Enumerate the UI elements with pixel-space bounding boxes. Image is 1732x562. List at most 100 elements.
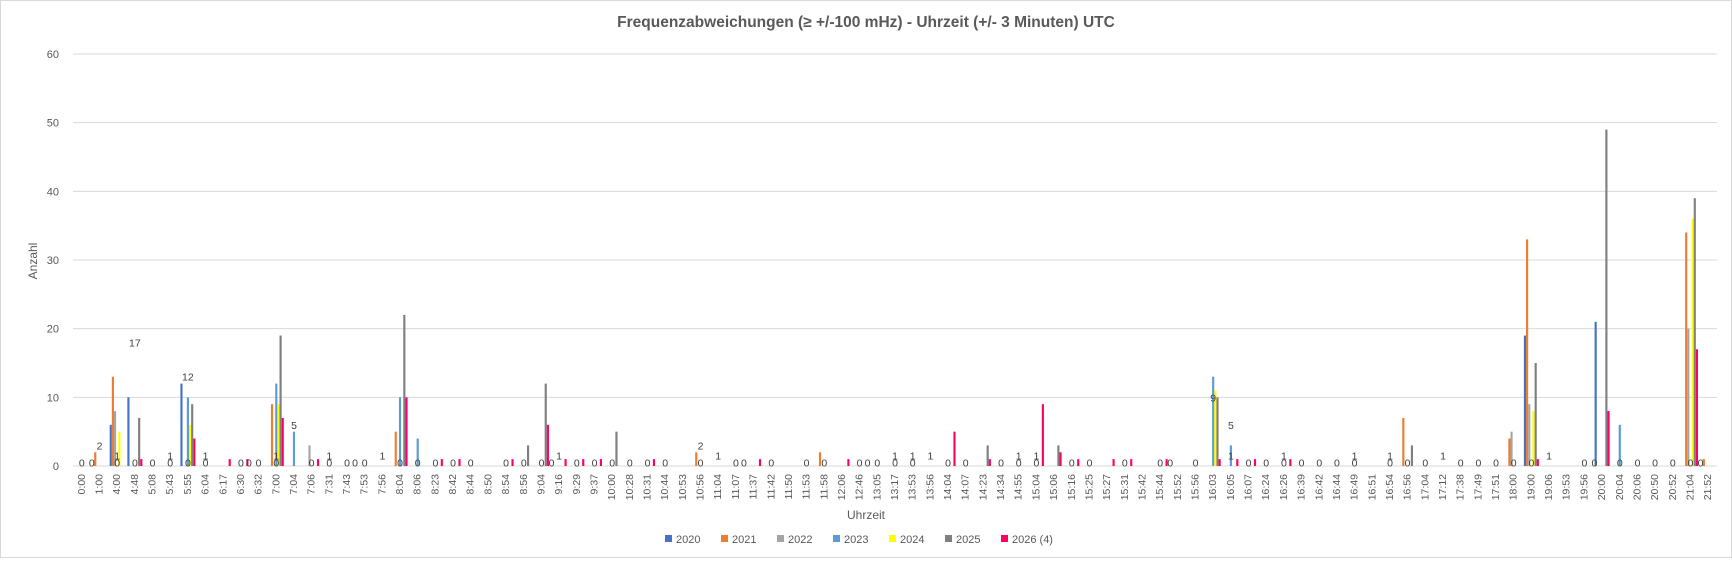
bar: [1618, 424, 1621, 466]
x-tick-label: 6:32: [253, 474, 265, 495]
data-label: 0: [1352, 458, 1358, 470]
bar: [394, 431, 397, 466]
x-tick-label: 14:07: [960, 474, 972, 500]
bar: [1218, 459, 1221, 466]
legend-swatch: [945, 535, 952, 542]
gridlines: [73, 53, 1717, 467]
bar: [1536, 459, 1539, 466]
data-label: 0: [150, 458, 156, 470]
data-label: 1: [379, 451, 385, 463]
x-tick-label: 15:44: [1154, 474, 1166, 500]
data-label: 1: [1440, 451, 1446, 463]
bar: [398, 397, 402, 466]
bar: [1236, 459, 1239, 466]
bar: [94, 452, 97, 466]
data-label: 1: [892, 451, 898, 463]
chart-title: Frequenzabweichungen (≥ +/-100 mHz) - Uh…: [617, 14, 1115, 31]
bar: [564, 459, 567, 466]
x-tick-label: 9:04: [536, 474, 548, 495]
bar: [544, 383, 547, 466]
x-tick-label: 16:07: [1243, 474, 1255, 500]
x-tick-label: 14:55: [1013, 474, 1025, 500]
data-label: 0: [1334, 458, 1340, 470]
data-label: 0: [549, 458, 555, 470]
x-tick-label: 16:49: [1349, 474, 1361, 500]
legend-swatch: [889, 535, 896, 542]
y-axis-title: Anzahl: [26, 243, 40, 280]
bar: [1534, 363, 1537, 466]
bar: [1077, 459, 1080, 466]
data-label: 1: [1033, 451, 1039, 463]
data-label: 0: [1581, 458, 1587, 470]
x-tick-label: 19:56: [1578, 474, 1590, 500]
data-label: 0: [79, 458, 85, 470]
x-tick-label: 8:56: [518, 474, 530, 495]
x-tick-label: 8:42: [447, 474, 459, 495]
data-label: 0: [362, 458, 368, 470]
bar: [1691, 218, 1694, 466]
data-label: 0: [1246, 458, 1252, 470]
data-label: 0: [627, 458, 633, 470]
bar: [140, 459, 143, 466]
legend-swatch: [665, 535, 672, 542]
bar: [228, 459, 231, 466]
bar: [1526, 239, 1529, 466]
bar: [615, 431, 618, 466]
x-tick-label: 17:51: [1490, 474, 1502, 500]
bar: [1253, 459, 1257, 466]
bar: [599, 459, 602, 466]
x-tick-label: 17:04: [1419, 474, 1431, 500]
x-tick-label: 7:53: [359, 474, 371, 495]
x-tick-label: 17:49: [1472, 474, 1484, 500]
data-label: 9: [1210, 392, 1216, 404]
x-tick-label: 20:04: [1614, 474, 1626, 500]
data-label: 2: [97, 440, 103, 452]
x-tick-label: 19:53: [1561, 474, 1573, 500]
x-tick-label: 16:26: [1278, 474, 1290, 500]
x-tick-label: 15:56: [1190, 474, 1202, 500]
data-label: 1: [326, 451, 332, 463]
x-tick-label: 15:42: [1137, 474, 1149, 500]
x-tick-label: 9:29: [571, 474, 583, 495]
x-tick-label: 8:04: [394, 474, 406, 495]
bar: [526, 445, 530, 466]
x-tick-label: 7:31: [323, 474, 335, 495]
bar: [246, 459, 249, 466]
bar: [953, 431, 956, 466]
bar: [1685, 232, 1688, 466]
legend-label: 2020: [676, 534, 700, 546]
data-label: 0: [185, 458, 191, 470]
x-tick-label: 17:12: [1437, 474, 1449, 500]
data-label: 0: [344, 458, 350, 470]
x-tick-label: 12:46: [854, 474, 866, 500]
x-tick-label: 16:54: [1384, 474, 1396, 500]
x-tick-label: 5:55: [182, 474, 194, 495]
x-tick-label: 4:48: [129, 474, 141, 495]
data-label: 0: [609, 458, 615, 470]
data-label: 0: [521, 458, 527, 470]
data-label: 0: [246, 458, 252, 470]
data-label: 0: [998, 458, 1004, 470]
data-label: 0: [1387, 458, 1393, 470]
x-tick-label: 14:23: [977, 474, 989, 500]
x-tick-label: 16:05: [1225, 474, 1237, 500]
data-label: 0: [1263, 458, 1269, 470]
data-label: 0: [1069, 458, 1075, 470]
x-tick-label: 20:00: [1596, 474, 1608, 500]
data-label: 1: [1546, 451, 1552, 463]
x-tick-label: 0:00: [76, 474, 88, 495]
x-tick-label: 21:04: [1685, 474, 1697, 500]
bar: [111, 376, 114, 466]
data-label: 0: [857, 458, 863, 470]
data-label: 0: [1316, 458, 1322, 470]
data-label: 0: [804, 458, 810, 470]
data-label: 0: [768, 458, 774, 470]
bar: [186, 397, 189, 466]
data-label: 0: [821, 458, 827, 470]
x-tick-label: 11:07: [730, 474, 742, 500]
bar: [193, 438, 196, 466]
bar: [180, 383, 183, 466]
x-tick-label: 13:05: [871, 474, 883, 500]
x-tick-label: 15:04: [1030, 474, 1042, 500]
x-tick-label: 14:04: [942, 474, 954, 500]
